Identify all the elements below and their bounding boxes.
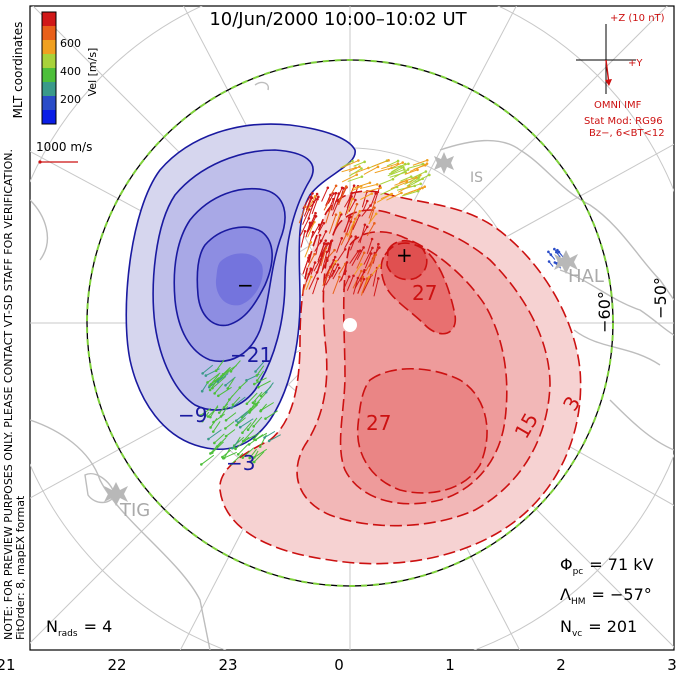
pole-marker <box>343 318 357 332</box>
station-label-is: IS <box>470 170 483 186</box>
phi-pc-stat: Φpc = 71 kV <box>560 555 653 577</box>
colorbar-segment <box>42 40 56 55</box>
lat-label-60: −60° <box>595 291 614 333</box>
colorbar-label: Vel [m/s] <box>86 48 99 97</box>
velocity-scale-label: 1000 m/s <box>36 140 92 154</box>
contour-label-pos-27b: 27 <box>366 411 391 435</box>
velocity-colorbar: 600 400 200 Vel [m/s] <box>41 11 99 125</box>
station-label-hal: HAL <box>568 266 604 287</box>
contour-label-pos-27a: 27 <box>412 281 437 305</box>
potential-fill <box>126 124 581 564</box>
contour-label-neg-3: −3 <box>226 451 255 475</box>
mlt-tick-21: 21 <box>0 656 16 674</box>
colorbar-segment <box>42 12 56 27</box>
colorbar-tick-600: 600 <box>60 37 81 50</box>
imf-source: OMNI IMF <box>594 100 642 111</box>
mlt-axis: 21 22 23 0 1 2 3 <box>0 656 677 674</box>
positive-contours <box>219 190 582 565</box>
map-statistics: Φpc = 71 kV ΛHM = −57° Nvc = 201 Nrads = 4 <box>46 555 653 639</box>
velocity-vectors <box>198 158 564 466</box>
mlt-tick-23: 23 <box>218 656 237 674</box>
lambda-hm-stat: ΛHM = −57° <box>560 585 652 607</box>
mlt-tick-2: 2 <box>556 656 566 674</box>
colorbar-tick-400: 400 <box>60 65 81 78</box>
coordinate-system-label: MLT coordinates <box>11 22 25 119</box>
fit-order-note: FitOrder: 8, mapEX format <box>14 495 27 640</box>
imf-condition: Bz−, 6<BT<12 <box>589 128 665 139</box>
imf-y-label: +Y <box>628 58 643 69</box>
mlt-tick-3: 3 <box>667 656 677 674</box>
imf-clock: +Z (10 nT) +Y OMNI IMF Stat Mod: RG96 Bz… <box>576 13 665 139</box>
imf-model: Stat Mod: RG96 <box>584 116 663 127</box>
negative-contours <box>125 123 356 451</box>
colorbar-segment <box>42 68 56 83</box>
colorbar-segment <box>42 96 56 111</box>
nrads-stat: Nrads = 4 <box>46 617 112 639</box>
imf-z-label: +Z (10 nT) <box>610 13 665 24</box>
contour-label-neg-21: −21 <box>230 343 272 367</box>
colorbar-tick-200: 200 <box>60 93 81 106</box>
potential-max-marker: + <box>396 243 413 267</box>
mlt-tick-22: 22 <box>107 656 126 674</box>
station-label-tig: TIG <box>119 500 150 521</box>
contour-label-neg-9: −9 <box>178 403 207 427</box>
preview-note: NOTE: FOR PREVIEW PURPOSES ONLY. PLEASE … <box>2 149 15 640</box>
colorbar-segment <box>42 54 56 69</box>
nvc-stat: Nvc = 201 <box>560 617 637 639</box>
lat-label-50: −50° <box>651 277 670 319</box>
mlt-tick-0: 0 <box>334 656 344 674</box>
colorbar-segment <box>42 110 56 125</box>
chart-title: 10/Jun/2000 10:00–10:02 UT <box>209 9 467 30</box>
colorbar-segment <box>42 26 56 41</box>
station-markers <box>104 152 578 506</box>
velocity-scale: 1000 m/s <box>36 140 92 164</box>
colorbar-segment <box>42 82 56 97</box>
potential-min-marker: − <box>237 273 254 297</box>
mlt-tick-1: 1 <box>445 656 455 674</box>
hm-boundary-vectors <box>86 59 614 587</box>
